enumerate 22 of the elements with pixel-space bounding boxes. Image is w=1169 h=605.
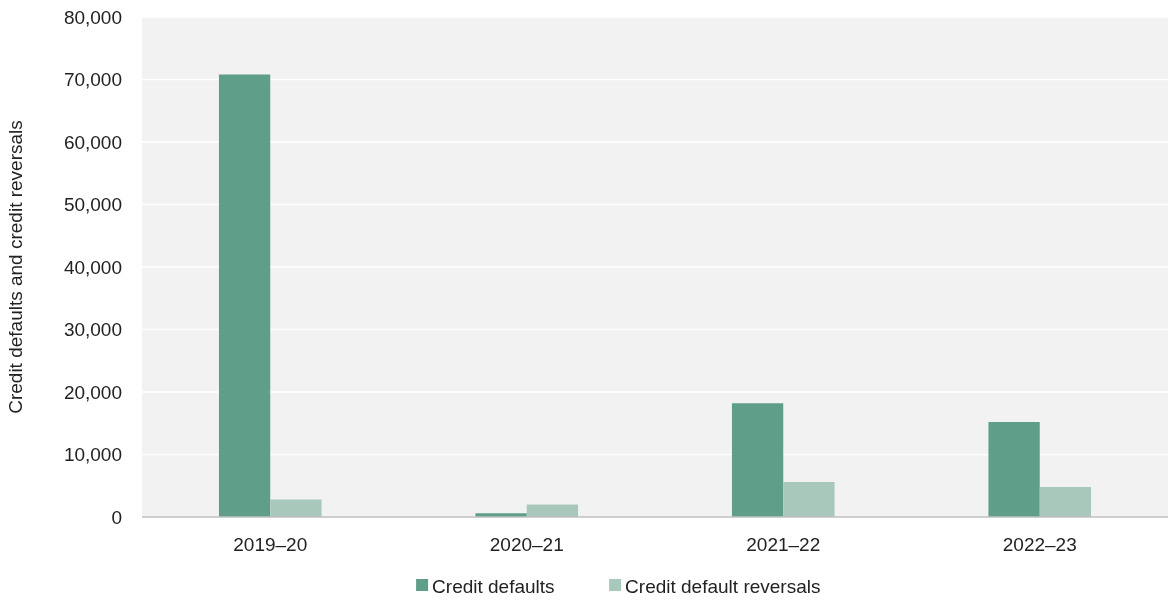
bar: [783, 482, 835, 517]
y-tick-label: 0: [111, 506, 122, 528]
y-tick-label: 70,000: [63, 69, 122, 91]
bar: [218, 74, 271, 517]
x-tick-label: 2022–23: [1002, 534, 1077, 555]
bar: [270, 499, 322, 517]
legend-label: Credit defaults: [432, 576, 555, 597]
y-tick-label: 20,000: [63, 381, 122, 403]
x-tick-label: 2021–22: [746, 534, 821, 555]
y-tick-label: 10,000: [63, 444, 122, 466]
y-tick-label: 30,000: [63, 319, 122, 341]
bar: [988, 422, 1040, 517]
legend-label: Credit default reversals: [625, 576, 821, 597]
y-tick-label: 50,000: [63, 194, 122, 216]
y-axis-title: Credit defaults and credit reversals: [5, 120, 26, 414]
bar: [1039, 487, 1092, 517]
y-tick-label: 40,000: [63, 256, 122, 278]
x-tick-label: 2019–20: [233, 534, 308, 555]
y-tick-label: 80,000: [63, 6, 122, 28]
bar: [731, 403, 784, 517]
x-tick-label: 2020–21: [489, 534, 564, 555]
y-tick-label: 60,000: [63, 131, 122, 153]
